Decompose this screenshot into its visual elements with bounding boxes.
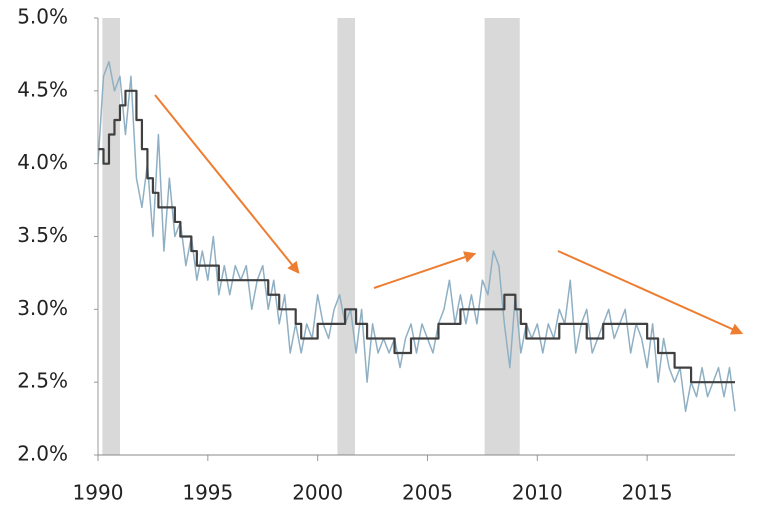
arrows <box>154 94 744 335</box>
y-tick-label: 4.0% <box>17 150 68 174</box>
arrow <box>373 251 477 289</box>
x-tick-label: 2000 <box>292 481 343 505</box>
x-tick-label: 1990 <box>73 481 124 505</box>
series-line <box>97 60 736 413</box>
y-tick-label: 2.0% <box>17 442 68 466</box>
recession-band <box>337 18 355 455</box>
x-tick-label: 2010 <box>512 481 563 505</box>
recession-band <box>484 18 520 455</box>
y-tick-label: 4.5% <box>17 77 68 101</box>
arrow <box>154 94 300 274</box>
x-tick-label: 2015 <box>622 481 673 505</box>
y-tick-label: 2.5% <box>17 369 68 393</box>
x-tick-label: 2005 <box>402 481 453 505</box>
y-tick-label: 5.0% <box>17 5 68 29</box>
series-line <box>98 89 735 384</box>
arrow <box>557 250 744 335</box>
y-tick-label: 3.5% <box>17 223 68 247</box>
y-tick-label: 3.0% <box>17 296 68 320</box>
x-tick-label: 1995 <box>182 481 233 505</box>
